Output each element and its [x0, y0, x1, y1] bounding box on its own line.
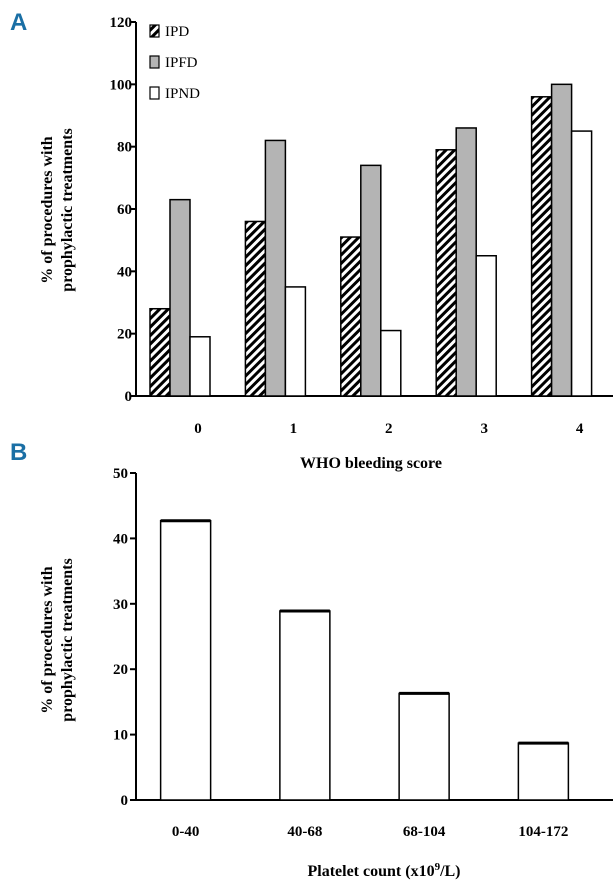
panel-b-y-tick-label: 20	[113, 662, 128, 678]
panel-a-x-tick-label: 4	[576, 421, 584, 437]
panel-a-legend-swatch-ipfd	[149, 55, 160, 69]
panel-a-y-tick-label: 0	[125, 389, 133, 405]
panel-b-y-tick-label: 0	[121, 793, 129, 809]
panel-a-y-axis-title-line2: prophylactic treatments	[59, 128, 76, 291]
panel-b-bar	[398, 692, 450, 801]
panel-a-plot-area: 0 20 40 60 80 100 120 0 1 2 3 4 IPD IPFD IPND	[110, 15, 613, 437]
panel-a-bar-ipfd	[550, 83, 573, 397]
panel-b-y-tick-label: 30	[113, 597, 128, 613]
panel-b-letter: B	[10, 439, 27, 466]
panel-b-x-tick-label: 68-104	[403, 824, 446, 840]
panel-b-bar	[279, 610, 331, 801]
panel-a-legend-swatch-ipnd	[149, 86, 160, 100]
panel-a-y-tick-label: 120	[110, 15, 133, 31]
panel-a-legend-label-ipd: IPD	[165, 24, 189, 40]
panel-a-bar-ipd	[530, 96, 553, 397]
panel-a-x-tick-label: 1	[290, 421, 298, 437]
panel-a-bar-ipd	[244, 220, 267, 397]
panel-b-x-tick-label: 40-68	[287, 824, 322, 840]
panel-b-y-tick-label: 10	[113, 728, 128, 744]
panel-b-x-tick-label: 104-172	[518, 824, 568, 840]
panel-b-x-axis-title: Platelet count (x109/L)	[307, 861, 460, 880]
panel-a-bar-ipfd	[360, 164, 382, 397]
panel-b-y-axis-title-line2: prophylactic treatments	[59, 558, 76, 721]
panel-a-y-tick-label: 60	[117, 202, 132, 218]
panel-a-y-axis-title-line1: % of procedures with	[39, 136, 56, 284]
panel-a-y-tick-label: 40	[117, 264, 132, 280]
panel-a-bar-ipd	[149, 307, 171, 397]
panel-b-plot-area: 0 10 20 30 40 50 0-40 40-68 68-104 104-172	[113, 466, 613, 840]
panel-a-bar-ipfd	[169, 198, 191, 397]
panel-a-y-tick-label: 100	[110, 77, 133, 93]
panel-a-bar-ipd	[340, 236, 362, 397]
panel-b-y-tick-label: 50	[113, 466, 128, 482]
panel-b-y-axis-title-line1: % of procedures with	[39, 566, 56, 714]
panel-a-legend-label-ipnd: IPND	[165, 86, 200, 102]
panel-b-y-tick-label: 40	[113, 531, 128, 547]
panel-a-bar-ipfd	[455, 127, 477, 397]
panel-a-x-tick-label: 2	[385, 421, 393, 437]
panel-a-bar-ipnd	[284, 286, 307, 397]
panel-a-x-axis-title: WHO bleeding score	[300, 455, 442, 472]
panel-a-bar-ipnd	[380, 329, 402, 397]
panel-a: A % of procedures with prophylactic trea…	[10, 9, 613, 472]
panel-b-bar	[517, 742, 570, 801]
panel-a-bar-ipfd	[264, 139, 287, 397]
panel-a-y-tick-label: 80	[117, 140, 132, 156]
panel-a-y-tick-label: 20	[117, 327, 132, 343]
panel-a-bar-ipnd	[570, 130, 593, 397]
panel-a-bar-ipd	[435, 149, 457, 397]
panel-b-bar	[159, 519, 212, 801]
panel-a-legend-swatch-ipd	[149, 24, 160, 38]
panel-a-x-tick-label: 3	[480, 421, 488, 437]
panel-b-x-tick-label: 0-40	[172, 824, 200, 840]
panel-a-legend-label-ipfd: IPFD	[165, 55, 198, 71]
panel-b: B % of procedures with prophylactic trea…	[10, 439, 613, 880]
panel-a-bar-ipnd	[475, 255, 497, 397]
panel-a-x-tick-label: 0	[194, 421, 202, 437]
panel-a-bar-ipnd	[189, 336, 211, 397]
panel-a-letter: A	[10, 9, 27, 36]
